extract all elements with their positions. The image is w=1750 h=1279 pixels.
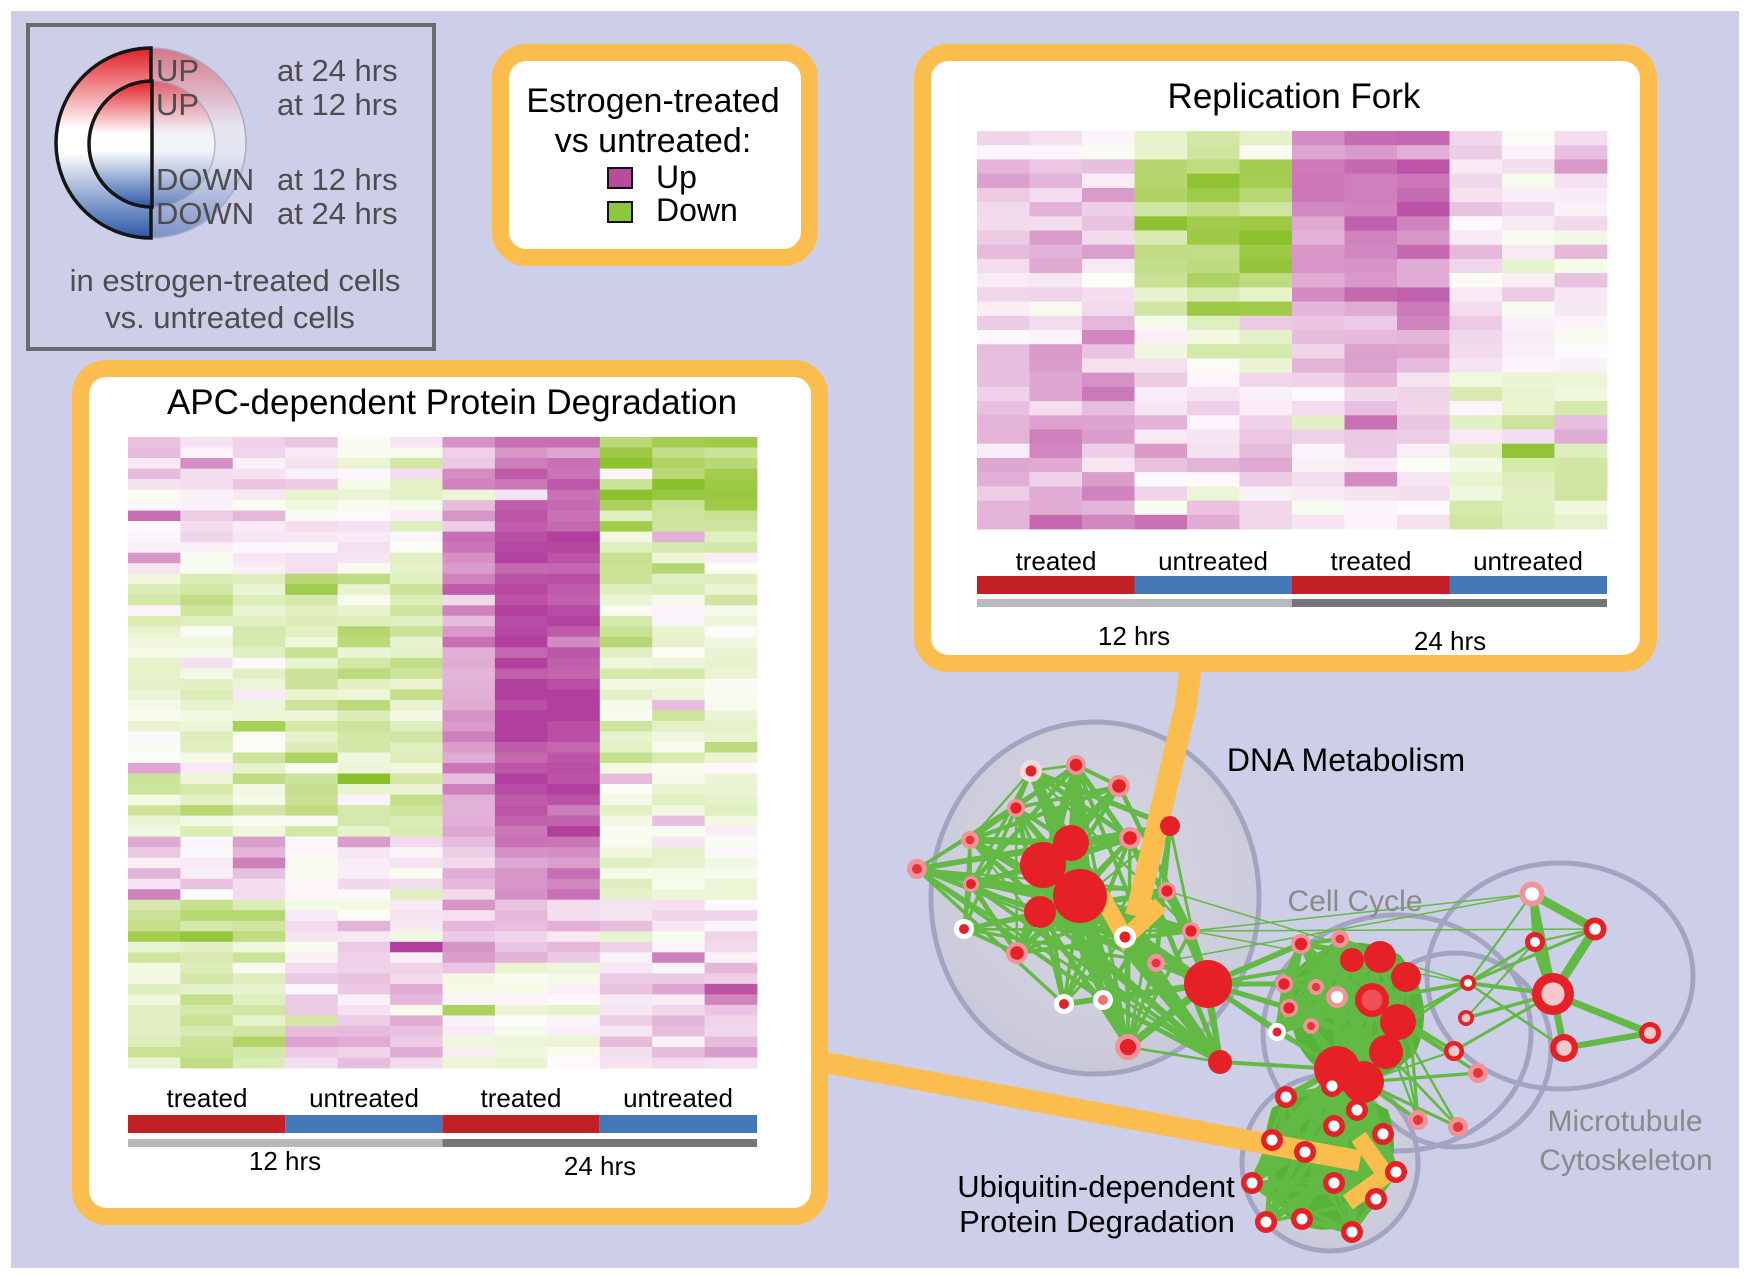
svg-text:untreated: untreated <box>309 1083 419 1113</box>
svg-text:at 12 hrs: at 12 hrs <box>277 162 398 197</box>
svg-text:treated: treated <box>1016 546 1097 576</box>
svg-text:untreated: untreated <box>623 1083 733 1113</box>
svg-text:DNA Metabolism: DNA Metabolism <box>1227 742 1465 778</box>
svg-text:Cytoskeleton: Cytoskeleton <box>1539 1144 1712 1177</box>
svg-text:at 24 hrs: at 24 hrs <box>277 196 398 231</box>
svg-text:24 hrs: 24 hrs <box>564 1151 636 1181</box>
svg-text:at 24 hrs: at 24 hrs <box>277 53 398 88</box>
svg-text:24 hrs: 24 hrs <box>1414 626 1486 656</box>
svg-text:Microtubule: Microtubule <box>1547 1105 1702 1138</box>
svg-text:vs. untreated cells: vs. untreated cells <box>105 300 355 335</box>
svg-text:Ubiquitin-dependent: Ubiquitin-dependent <box>957 1169 1235 1204</box>
svg-text:Cell Cycle: Cell Cycle <box>1287 885 1422 918</box>
svg-text:untreated: untreated <box>1473 546 1583 576</box>
svg-text:Protein Degradation: Protein Degradation <box>959 1204 1235 1239</box>
svg-text:12 hrs: 12 hrs <box>1098 621 1170 651</box>
svg-text:at 12 hrs: at 12 hrs <box>277 87 398 122</box>
svg-text:Down: Down <box>656 192 738 228</box>
svg-text:Estrogen-treated: Estrogen-treated <box>526 82 779 120</box>
svg-text:APC-dependent Protein Degradat: APC-dependent Protein Degradation <box>167 383 737 422</box>
svg-text:treated: treated <box>481 1083 562 1113</box>
svg-text:12 hrs: 12 hrs <box>249 1146 321 1176</box>
svg-text:in estrogen-treated cells: in estrogen-treated cells <box>70 263 401 298</box>
svg-text:UP: UP <box>156 87 199 122</box>
svg-text:DOWN: DOWN <box>156 196 254 231</box>
svg-text:treated: treated <box>1331 546 1412 576</box>
svg-text:vs untreated:: vs untreated: <box>555 122 752 160</box>
svg-text:treated: treated <box>167 1083 248 1113</box>
svg-text:DOWN: DOWN <box>156 162 254 197</box>
svg-text:Replication Fork: Replication Fork <box>1168 77 1421 116</box>
svg-text:Up: Up <box>656 159 697 195</box>
svg-text:untreated: untreated <box>1158 546 1268 576</box>
svg-text:UP: UP <box>156 53 199 88</box>
